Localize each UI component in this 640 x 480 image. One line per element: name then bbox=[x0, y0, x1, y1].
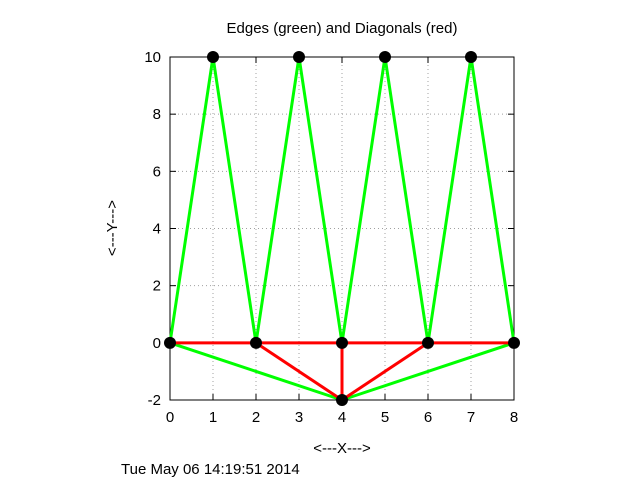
x-tick-label: 2 bbox=[252, 409, 260, 426]
x-tick-label: 5 bbox=[381, 409, 389, 426]
x-tick-label: 0 bbox=[166, 409, 174, 426]
vertex-point bbox=[465, 51, 477, 63]
edge-segment bbox=[469, 55, 516, 345]
y-tick-label: 8 bbox=[153, 106, 161, 123]
x-tick-label: 3 bbox=[295, 409, 303, 426]
x-tick-label: 6 bbox=[424, 409, 432, 426]
x-tick-label: 7 bbox=[467, 409, 475, 426]
edge-segment bbox=[168, 341, 344, 402]
x-axis-label: <---X---> bbox=[313, 440, 371, 457]
vertex-point bbox=[336, 336, 348, 349]
timestamp: Tue May 06 14:19:51 2014 bbox=[121, 461, 300, 478]
vertex-point bbox=[379, 51, 391, 63]
edge-segment bbox=[297, 55, 344, 345]
diagonals-series bbox=[168, 341, 516, 402]
diagonal-segment bbox=[340, 341, 430, 402]
y-tick-label: 6 bbox=[153, 163, 161, 180]
chart-title: Edges (green) and Diagonals (red) bbox=[227, 20, 458, 37]
x-tick-label: 1 bbox=[209, 409, 217, 426]
edge-segment bbox=[426, 55, 473, 345]
edge-segment bbox=[211, 55, 258, 345]
y-tick-label: 4 bbox=[153, 221, 161, 238]
edge-segment bbox=[168, 55, 215, 345]
edges-series bbox=[168, 55, 516, 402]
ticks: 0 1 2 3 4 5 6 7 8 -2 0 2 4 6 8 10 bbox=[144, 49, 518, 426]
vertex-points bbox=[164, 51, 520, 406]
y-tick-label: 10 bbox=[144, 49, 161, 66]
diagonal-segment bbox=[254, 341, 344, 402]
y-tick-label: -2 bbox=[148, 392, 161, 409]
vertex-point bbox=[336, 394, 348, 406]
y-tick-label: 2 bbox=[153, 278, 161, 295]
y-axis-label: <---Y---> bbox=[104, 200, 121, 256]
edge-segment bbox=[383, 55, 430, 345]
edge-segment bbox=[340, 341, 516, 402]
x-tick-label: 4 bbox=[338, 409, 346, 426]
vertex-point bbox=[207, 51, 219, 63]
vertex-point bbox=[250, 336, 262, 349]
vertex-point bbox=[293, 51, 305, 63]
vertex-point bbox=[164, 336, 176, 349]
edge-segment bbox=[340, 55, 387, 345]
edge-segment bbox=[254, 55, 301, 345]
vertex-point bbox=[508, 336, 520, 349]
y-tick-label: 0 bbox=[153, 335, 161, 352]
vertex-point bbox=[422, 336, 434, 349]
x-tick-label: 8 bbox=[510, 409, 518, 426]
